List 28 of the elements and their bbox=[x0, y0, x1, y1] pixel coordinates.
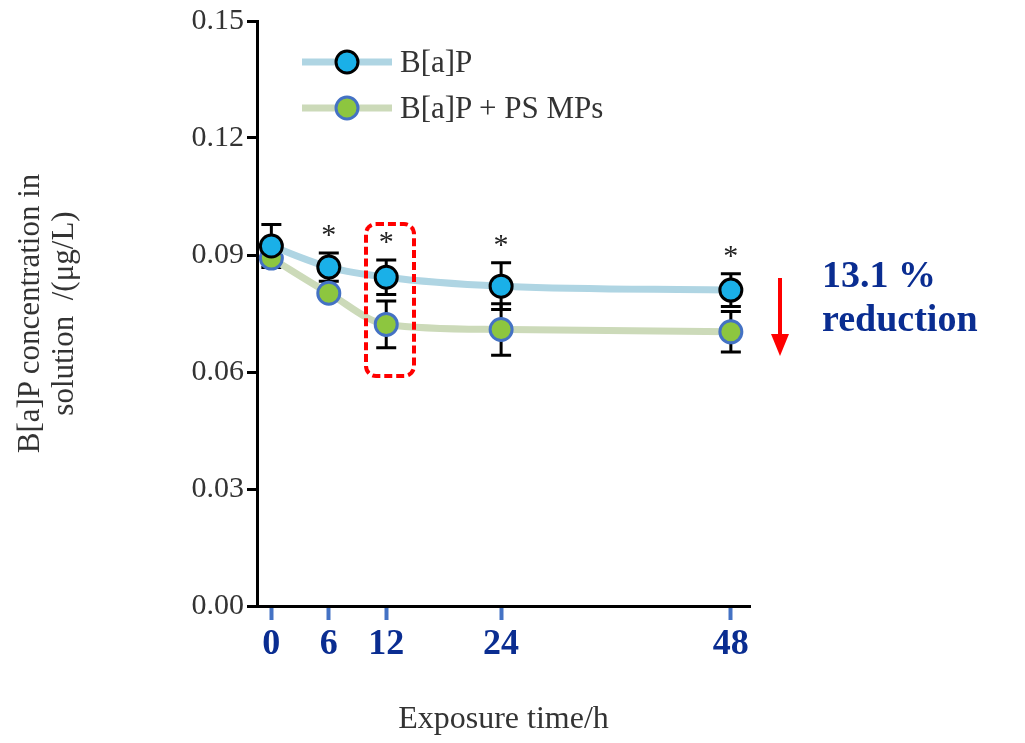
y-axis-title: B[a]P concentration in solution /(μg/L) bbox=[11, 173, 81, 454]
x-tick-label: 24 bbox=[483, 621, 520, 662]
x-axis-title: Exposure time/h bbox=[398, 699, 609, 736]
point bbox=[488, 273, 514, 299]
text: 13.1 % reduction bbox=[822, 252, 978, 340]
y-tick-label: 0.06 bbox=[191, 352, 244, 386]
x-tick-label: 48 bbox=[712, 621, 749, 662]
y-tick-label: 0.03 bbox=[191, 469, 244, 503]
point bbox=[718, 319, 744, 345]
point bbox=[718, 277, 744, 303]
x-tick-label: 0 bbox=[262, 621, 281, 662]
point bbox=[488, 316, 514, 342]
point bbox=[258, 233, 284, 259]
point bbox=[316, 280, 342, 306]
y-tick-label: 0.09 bbox=[191, 235, 244, 269]
x-tick-label: 12 bbox=[368, 621, 405, 662]
annotation: * bbox=[378, 223, 394, 257]
annotation: * bbox=[493, 226, 509, 260]
x-tick-label: 6 bbox=[319, 621, 338, 662]
y-tick-label: 0.00 bbox=[191, 586, 244, 620]
legend-label: B[a]P + PS MPs bbox=[400, 89, 604, 127]
point bbox=[373, 311, 399, 337]
annotation: * bbox=[321, 216, 337, 250]
y-tick-label: 0.12 bbox=[191, 118, 244, 152]
point bbox=[373, 264, 399, 290]
y-tick-label: 0.15 bbox=[191, 1, 244, 35]
legend-label: B[a]P bbox=[400, 43, 473, 81]
annotation: * bbox=[723, 237, 739, 271]
